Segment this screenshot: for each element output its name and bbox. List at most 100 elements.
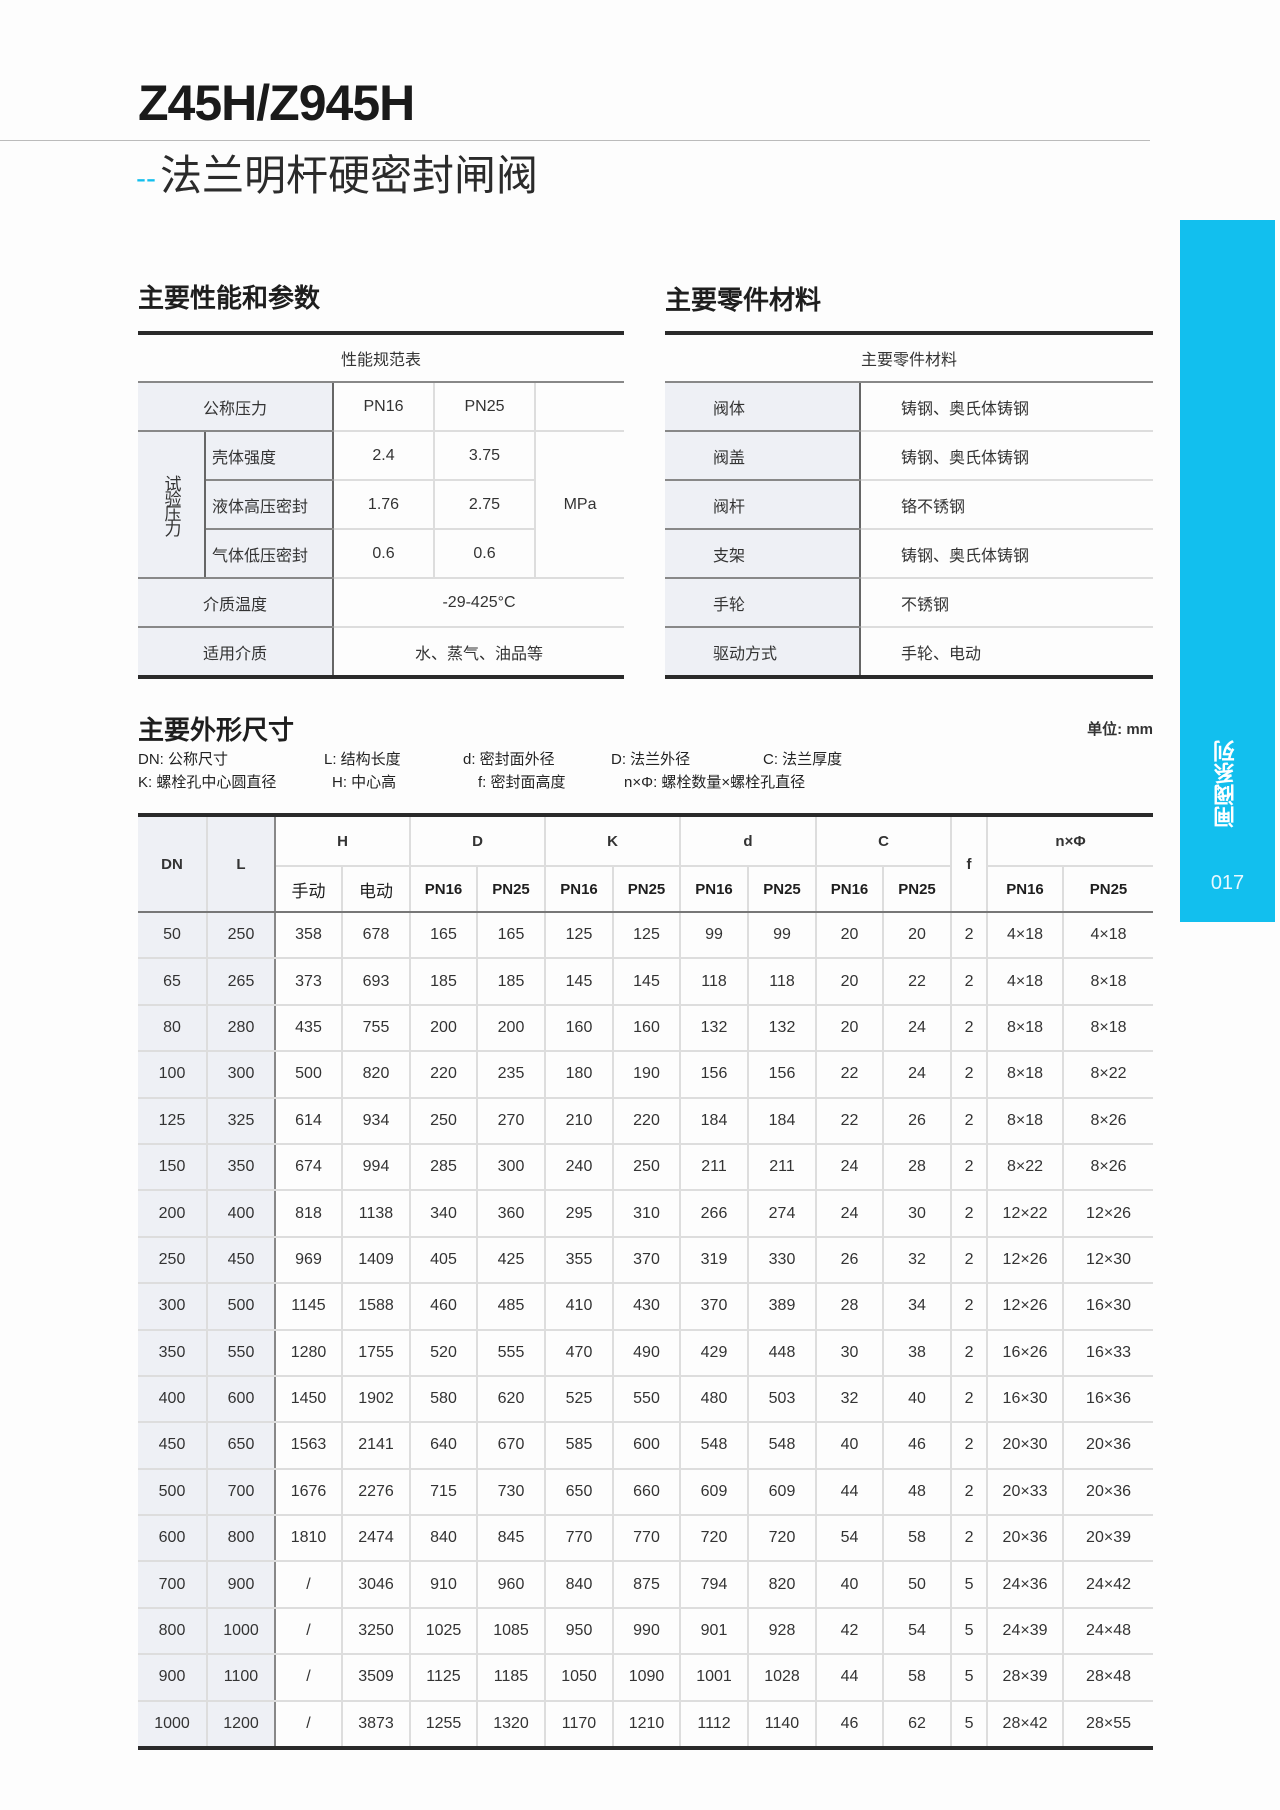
part-name: 手轮	[665, 578, 860, 628]
page-number: 017	[1210, 872, 1245, 894]
cell-flange-od-pn16: 285	[409, 1143, 477, 1192]
cell-flange-od-pn16: 840	[409, 1515, 477, 1563]
cell-nphi-pn16: 24×36	[986, 1561, 1064, 1609]
cell-k-pn16: 1170	[544, 1700, 613, 1749]
cell-nphi-pn16: 4×18	[986, 912, 1064, 960]
cell-c-pn16: 44	[815, 1468, 884, 1517]
cell-nphi-pn16: 8×18	[986, 1097, 1064, 1145]
legend-item: L: 结构长度	[324, 751, 401, 768]
cell-nphi-pn16: 20×30	[986, 1422, 1064, 1470]
part-name: 阀体	[665, 382, 860, 432]
cell-c-pn25: 24	[882, 1004, 952, 1053]
cell-c-pn16: 26	[815, 1236, 884, 1285]
cell-seal-od-pn25: 928	[746, 1607, 817, 1656]
cell-f: 5	[950, 1561, 988, 1609]
cell-seal-od-pn16: 370	[679, 1283, 748, 1331]
test-row-pn25: 2.75	[433, 480, 535, 530]
pn16-header: PN16	[332, 382, 434, 432]
cell-l: 250	[206, 912, 276, 960]
col-seal-od: d	[678, 815, 817, 867]
cell-k-pn16: 180	[544, 1051, 613, 1099]
part-material: 铬不锈钢	[858, 480, 1154, 530]
subtitle-dash: --	[136, 161, 156, 195]
part-name: 阀盖	[665, 431, 860, 481]
cell-h-electric: 1409	[341, 1236, 410, 1285]
table-row: 350 550 1280 1755 520 555 470 490 429 448 30 38 2 16×…	[138, 1329, 1154, 1377]
cell-k-pn25: 145	[612, 958, 680, 1006]
cell-k-pn16: 240	[544, 1143, 613, 1192]
cell-seal-od-pn25: 156	[746, 1051, 817, 1099]
table-row: 600 800 1810 2474 840 845 770 770 720 720 54 58 2 20×…	[138, 1515, 1154, 1563]
test-row-label: 气体低压密封	[205, 529, 333, 579]
cell-nphi-pn16: 12×22	[986, 1190, 1064, 1238]
cell-h-manual: /	[274, 1700, 342, 1749]
cell-seal-od-pn16: 794	[679, 1561, 748, 1609]
legend-item: d: 密封面外径	[463, 751, 555, 768]
cell-f: 2	[950, 1143, 988, 1192]
cell-dn: 65	[138, 958, 207, 1006]
cell-c-pn25: 48	[882, 1468, 952, 1517]
nominal-pressure-label: 公称压力	[138, 382, 333, 432]
table-row: 100 300 500 820 220 235 180 190 156 156 22 24 2 8×18 8…	[138, 1051, 1154, 1099]
cell-c-pn16: 20	[815, 958, 884, 1006]
cell-h-electric: 2474	[341, 1515, 410, 1563]
cell-c-pn16: 28	[815, 1283, 884, 1331]
cell-nphi-pn16: 20×33	[986, 1468, 1064, 1517]
cell-nphi-pn16: 20×36	[986, 1515, 1064, 1563]
cell-nphi-pn25: 28×48	[1062, 1654, 1154, 1702]
cell-flange-od-pn25: 555	[476, 1329, 545, 1377]
cell-dn: 50	[138, 912, 207, 960]
cell-k-pn25: 1210	[612, 1700, 680, 1749]
col-dn: DN	[138, 815, 207, 913]
cell-l: 280	[206, 1004, 276, 1053]
cell-h-electric: 3046	[341, 1561, 410, 1609]
cell-h-electric: 1755	[341, 1329, 410, 1377]
cell-nphi-pn16: 16×30	[986, 1375, 1064, 1424]
page-title: Z45H/Z945H	[138, 75, 415, 131]
legend-item: n×Φ: 螺栓数量×螺栓孔直径	[624, 774, 806, 791]
cell-nphi-pn25: 8×26	[1062, 1143, 1154, 1192]
cell-k-pn16: 950	[544, 1607, 613, 1656]
cell-c-pn25: 24	[882, 1051, 952, 1099]
cell-f: 2	[950, 1004, 988, 1053]
cell-flange-od-pn16: 1255	[409, 1700, 477, 1749]
dimensions-table: DN L H D K d C f n×Φ 手动 电动 PN16 PN25 PN16 PN2…	[138, 813, 1154, 1751]
cell-l: 350	[206, 1143, 276, 1192]
cell-seal-od-pn25: 548	[746, 1422, 817, 1470]
unit-label: 单位: mm	[1087, 721, 1153, 738]
materials-table: 主要零件材料 阀体 铸钢、奥氏体铸钢 阀盖 铸钢、奥氏体铸钢 阀杆 铬不锈钢 支架 铸钢、奥氏…	[665, 331, 1154, 679]
material-row: 阀体 铸钢、奥氏体铸钢	[665, 382, 1154, 432]
legend-item: K: 螺栓孔中心圆直径	[138, 774, 277, 791]
cell-flange-od-pn25: 360	[476, 1190, 545, 1238]
cell-nphi-pn25: 20×36	[1062, 1422, 1154, 1470]
cell-flange-od-pn25: 1085	[476, 1607, 545, 1656]
cell-dn: 900	[138, 1654, 207, 1702]
cell-k-pn25: 990	[612, 1607, 680, 1656]
cell-seal-od-pn16: 609	[679, 1468, 748, 1517]
cell-seal-od-pn16: 480	[679, 1375, 748, 1424]
cell-dn: 100	[138, 1051, 207, 1099]
material-row: 支架 铸钢、奥氏体铸钢	[665, 529, 1154, 579]
cell-c-pn16: 30	[815, 1329, 884, 1377]
part-material: 铸钢、奥氏体铸钢	[858, 529, 1154, 579]
performance-table: 性能规范表 公称压力 PN16 PN25 试验压力 壳体强度 2.4 3.75 …	[138, 331, 625, 679]
cell-h-electric: 3250	[341, 1607, 410, 1656]
subcol-pn25: PN25	[612, 866, 680, 913]
cell-l: 1000	[206, 1607, 276, 1656]
cell-f: 2	[950, 1422, 988, 1470]
cell-h-electric: 755	[341, 1004, 410, 1053]
cell-nphi-pn16: 24×39	[986, 1607, 1064, 1656]
test-row-pn16: 0.6	[332, 529, 434, 579]
cell-flange-od-pn16: 1025	[409, 1607, 477, 1656]
cell-c-pn16: 40	[815, 1561, 884, 1609]
test-row-pn16: 2.4	[332, 431, 434, 481]
cell-k-pn25: 250	[612, 1143, 680, 1192]
cell-l: 550	[206, 1329, 276, 1377]
cell-f: 2	[950, 1468, 988, 1517]
cell-flange-od-pn16: 220	[409, 1051, 477, 1099]
cell-k-pn16: 410	[544, 1283, 613, 1331]
cell-nphi-pn25: 28×55	[1062, 1700, 1154, 1749]
cell-flange-od-pn25: 165	[476, 912, 545, 960]
cell-nphi-pn16: 12×26	[986, 1236, 1064, 1285]
legend-item: D: 法兰外径	[611, 751, 691, 768]
